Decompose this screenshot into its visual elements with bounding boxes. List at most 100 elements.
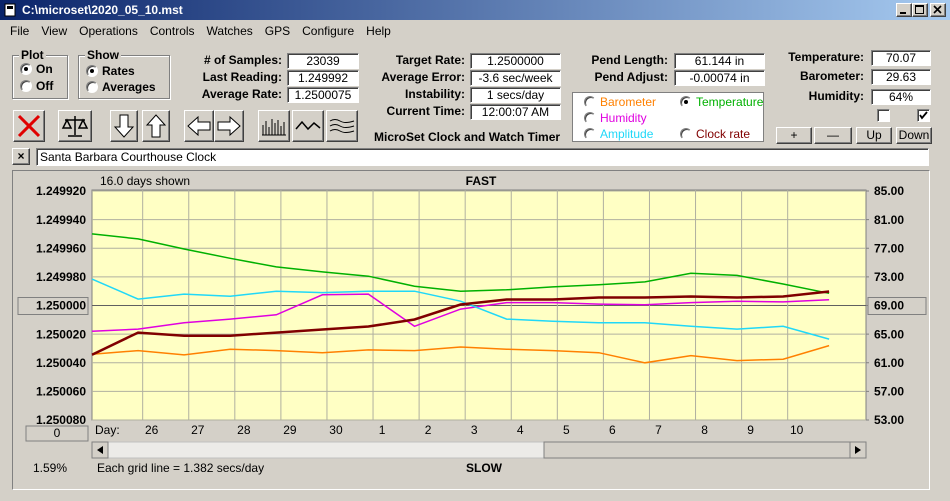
y-tick-label: 1.249940 [36,213,86,227]
y2-tick-label: 61.00 [874,356,904,370]
adjust-button[interactable]: Up [856,127,892,144]
radio-label[interactable]: Clock rate [696,127,751,141]
x-tick-label: 3 [471,423,478,437]
menu-item[interactable]: Configure [302,24,355,38]
y-tick-label: 1.249920 [36,184,86,198]
maximize-button[interactable] [912,3,928,17]
radio-button[interactable] [20,63,32,75]
radio-label[interactable]: Rates [102,64,135,78]
y2-tick-label: 73.00 [874,270,904,284]
menu-bar: File View Operations Controls Watches GPS Conf… [0,22,950,40]
readout-label: Barometer: [799,69,864,83]
menu-item[interactable]: Operations [79,24,138,38]
radio-label[interactable]: On [36,62,53,76]
down-arrow-button[interactable] [110,110,138,142]
radio-button[interactable] [680,128,692,140]
x-tick-label: 26 [145,423,159,437]
radio-button[interactable] [86,65,98,77]
adjust-button[interactable]: Down [896,127,932,144]
title-bar: C:\microset\2020_05_10.mst [0,0,950,20]
up-arrow-button[interactable] [142,110,170,142]
left-arrow-button[interactable] [184,110,214,142]
readout-label: Average Error: [381,70,465,84]
menu-item[interactable]: Controls [149,24,195,38]
check-mark [919,111,928,120]
close-button[interactable] [930,3,946,17]
x-tick-label: 6 [609,423,616,437]
menu-item[interactable]: File [10,24,30,38]
wave-button[interactable] [292,110,324,142]
minimize-button[interactable] [896,3,912,17]
scroll-left-arrow [97,446,103,454]
balance-button[interactable] [58,110,92,142]
x-tick-label: 8 [701,423,708,437]
readout-label: Pend Adjust: [594,70,668,84]
readout-value: -0.00074 in [674,70,765,86]
radio-button[interactable] [20,80,32,92]
adjust-button[interactable]: + [776,127,812,144]
radio-dot [684,100,688,104]
y2-tick-label: 85.00 [874,184,904,198]
readout-label: Current Time: [386,104,465,118]
stop-button[interactable] [13,110,45,142]
x-tick-label: 27 [191,423,205,437]
y-tick-label: 1.249980 [36,270,86,284]
menu-item[interactable]: GPS [264,24,291,38]
radio-label[interactable]: Temperature [696,95,764,109]
readout-value: 64% [871,89,931,105]
menu-item[interactable]: View [41,24,68,38]
radio-label[interactable]: Amplitude [600,127,654,141]
y2-tick-label: 57.00 [874,385,904,399]
readout-value: 1.2500000 [470,53,561,69]
radio-label[interactable]: Off [36,79,54,93]
group-title: Show [85,48,121,62]
radio-label[interactable]: Averages [102,80,156,94]
trace-selector [572,92,764,142]
histogram-button[interactable] [258,110,290,142]
menu-item[interactable]: Help [366,24,391,38]
checkbox[interactable] [877,109,890,122]
x-tick-label: 9 [747,423,754,437]
y2-tick-label: 69.00 [874,299,904,313]
radio-label[interactable]: Barometer [600,95,657,109]
amplitude-readout: 1.59% [33,461,67,475]
radio-button[interactable] [86,81,98,93]
window-title: C:\microset\2020_05_10.mst [22,3,183,17]
readout-value: 1.249992 [287,70,359,86]
reference-button [867,297,927,315]
traces-button[interactable] [326,110,358,142]
y-tick-label: 1.250040 [36,356,86,370]
grid-note: Each grid line = 1.382 secs/day [97,461,264,475]
clear-name-button[interactable]: × [12,148,30,165]
offset-button [25,425,89,442]
radio-button[interactable] [680,96,692,108]
series-line [91,344,830,364]
menu-item[interactable]: Watches [206,24,253,38]
readout-value: 61.144 in [674,53,765,69]
series-line [91,278,830,340]
radio-button[interactable] [584,96,596,108]
y-tick-label: 1.249960 [36,241,86,255]
checkbox[interactable] [917,109,930,122]
x-tick-label: 1 [379,423,386,437]
y2-tick-label: 81.00 [874,213,904,227]
scroll-thumb [543,441,851,459]
series-line [91,293,830,333]
right-arrow-button[interactable] [214,110,244,142]
readout-value: 29.63 [871,69,931,85]
readout-label: Pend Length: [591,53,668,67]
x-tick-label: 2 [425,423,432,437]
y-tick-label: 1.250080 [36,413,86,427]
adjust-button[interactable]: — [814,127,852,144]
radio-button[interactable] [584,128,596,140]
scroll-right-arrow [855,446,861,454]
x-tick-label: 5 [563,423,570,437]
radio-label[interactable]: Humidity [600,111,647,125]
readout-label: Target Rate: [395,53,465,67]
x-axis-label: Day: [95,423,120,437]
clock-name-field[interactable]: Santa Barbara Courthouse Clock [36,148,929,166]
radio-button[interactable] [584,112,596,124]
days-shown: 16.0 days shown [100,174,190,188]
